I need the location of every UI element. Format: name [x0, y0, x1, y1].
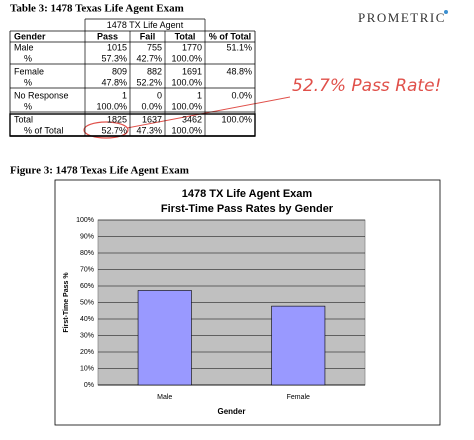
table-cell: %: [24, 77, 32, 87]
table-cell: 100.0%: [171, 77, 202, 87]
table-cell: 48.8%: [226, 66, 252, 76]
table-cell: 0.0%: [231, 90, 252, 100]
table-cell: 100.0%: [96, 101, 127, 111]
table-cell: 52.2%: [136, 77, 162, 87]
table-cell: % of Total: [24, 125, 63, 135]
annotation-circle: [83, 121, 129, 139]
table-cell: 1015: [107, 42, 127, 52]
table-cell: 47.3%: [136, 125, 162, 135]
y-tick-label: 90%: [80, 233, 94, 240]
y-tick-label: 10%: [80, 365, 94, 372]
table-cell: 100.0%: [171, 53, 202, 63]
bar: [271, 305, 326, 386]
table-cell: 47.8%: [101, 77, 127, 87]
table-cell: 1825: [107, 114, 127, 124]
table-cell: 809: [112, 66, 127, 76]
table-header: Pass: [97, 31, 118, 41]
table-cell: Male: [14, 42, 34, 52]
table-cell: 1770: [182, 42, 202, 52]
annotation: 52.7% Pass Rate!: [292, 76, 441, 96]
chart-title: First-Time Pass Rates by Gender: [161, 203, 334, 215]
table-cell: 100.0%: [171, 125, 202, 135]
table-cell: 0.0%: [141, 101, 162, 111]
table-cell: 882: [147, 66, 162, 76]
table-cell: %: [24, 101, 32, 111]
chart-title: 1478 TX Life Agent Exam: [182, 188, 313, 200]
table-cell: 1: [122, 90, 127, 100]
x-axis-label: Gender: [217, 407, 245, 416]
y-tick-label: 40%: [80, 316, 94, 323]
bar: [137, 290, 192, 386]
logo-dot: [444, 10, 448, 14]
x-tick-label: Female: [287, 394, 310, 401]
y-tick-label: 0%: [84, 382, 94, 389]
table-cell: 51.1%: [226, 42, 252, 52]
table-cell: Female: [14, 66, 44, 76]
table-cell: 42.7%: [136, 53, 162, 63]
table-header: % of Total: [209, 31, 251, 41]
table-cell: 52.7%: [101, 125, 127, 135]
table-cell: 755: [147, 42, 162, 52]
table-cell: 100.0%: [221, 114, 252, 124]
table-header: Total: [175, 31, 196, 41]
table-cell: 1691: [182, 66, 202, 76]
table-cell: %: [24, 53, 32, 63]
y-tick-label: 30%: [80, 332, 94, 339]
table-header: Gender: [14, 31, 46, 41]
y-tick-label: 60%: [80, 283, 94, 290]
table-caption: Table 3: 1478 Texas Life Agent Exam: [10, 3, 184, 15]
figure-caption: Figure 3: 1478 Texas Life Agent Exam: [10, 165, 189, 177]
table-cell: 0: [157, 90, 162, 100]
table-cell: 57.3%: [101, 53, 127, 63]
table-cell: 100.0%: [171, 101, 202, 111]
table-cell: 1: [197, 90, 202, 100]
total-box: [9, 113, 256, 137]
table-cell: 3462: [182, 114, 202, 124]
table-group-header: 1478 TX Life Agent: [107, 20, 184, 30]
annotation-line: [126, 96, 291, 129]
y-axis-label: First-Time Pass %: [63, 272, 70, 333]
y-tick-label: 50%: [80, 299, 94, 306]
y-tick-label: 20%: [80, 349, 94, 356]
y-tick-label: 70%: [80, 266, 94, 273]
logo: PROMETRIC: [358, 10, 446, 25]
x-tick-label: Male: [157, 394, 172, 401]
table-cell: Total: [14, 114, 33, 124]
table-cell: 1637: [142, 114, 162, 124]
y-tick-label: 80%: [80, 250, 94, 257]
table-cell: No Response: [14, 90, 69, 100]
table-header: Fail: [140, 31, 156, 41]
y-tick-label: 100%: [76, 217, 94, 224]
